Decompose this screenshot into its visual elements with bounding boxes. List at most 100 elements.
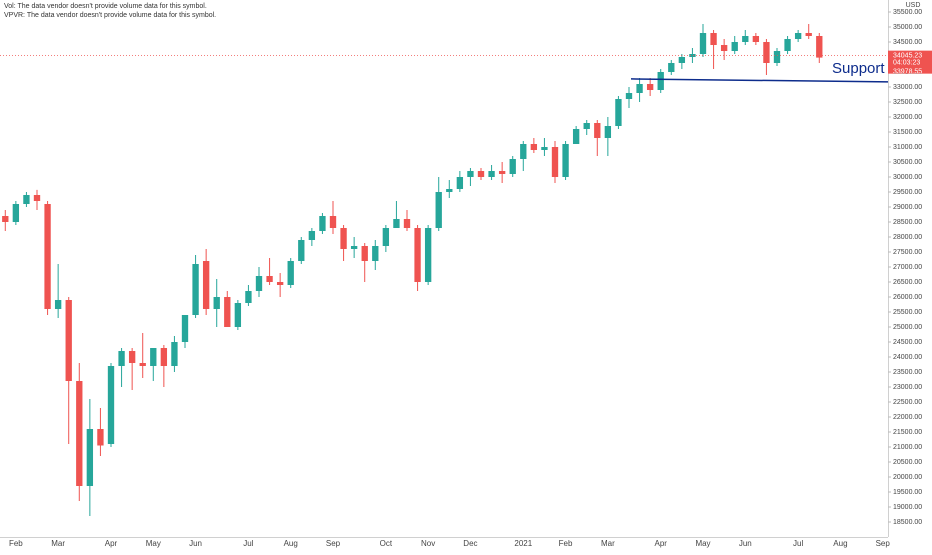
candle-body <box>107 366 115 444</box>
candle-body <box>33 195 41 201</box>
candle-body <box>805 33 812 36</box>
y-tick-label: 35500.00 <box>893 9 922 16</box>
candle-body <box>350 246 358 249</box>
y-tick-label: 21500.00 <box>893 429 922 436</box>
candle-body <box>97 429 104 446</box>
y-tick-label: 28500.00 <box>893 219 922 226</box>
x-tick-label: 2021 <box>514 539 532 548</box>
candle-body <box>572 129 580 144</box>
y-tick-label: 21000.00 <box>893 444 922 451</box>
candle-body <box>615 99 622 126</box>
candle-body <box>245 291 252 303</box>
vpvr-note: VPVR: The data vendor doesn't provide vo… <box>4 12 216 19</box>
price-tag <box>888 50 932 74</box>
candle-body <box>329 216 337 228</box>
x-tick-label: Apr <box>654 539 667 548</box>
candle-body <box>646 84 654 90</box>
y-tick-label: 18500.00 <box>893 519 922 526</box>
y-tick-label: 30500.00 <box>893 159 922 166</box>
y-tick-label: 27000.00 <box>893 264 922 271</box>
candle-body <box>181 315 189 342</box>
y-tick-label: 34500.00 <box>893 39 922 46</box>
candle-body <box>76 381 83 486</box>
y-tick-label: 26000.00 <box>893 294 922 301</box>
candle-body <box>139 363 146 366</box>
candle-body <box>234 303 242 327</box>
y-tick-label: 35000.00 <box>893 24 922 31</box>
candle-body <box>562 144 569 177</box>
y-tick-label: 19500.00 <box>893 489 922 496</box>
x-tick-label: Feb <box>9 539 23 548</box>
x-tick-label: Oct <box>380 539 393 548</box>
candle-body <box>202 261 210 309</box>
y-tick-label: 24000.00 <box>893 354 922 361</box>
support-line <box>630 78 889 83</box>
candle-body <box>54 300 62 309</box>
candle-body <box>625 93 633 99</box>
x-tick-label: Sep <box>876 539 891 548</box>
candle-body <box>118 351 125 366</box>
y-tick-label: 28000.00 <box>893 234 922 241</box>
candle-body <box>319 216 326 231</box>
y-tick-label: 31500.00 <box>893 129 922 136</box>
candle-body <box>477 171 485 177</box>
y-tick-label: 26500.00 <box>893 279 922 286</box>
y-tick-label: 20000.00 <box>893 474 922 481</box>
candle-body <box>361 246 368 261</box>
x-tick-label: Apr <box>105 539 118 548</box>
candle-body <box>488 171 495 177</box>
candle-body <box>446 189 453 192</box>
candle-body <box>393 219 400 228</box>
y-tick-label: 25000.00 <box>893 324 922 331</box>
candle-body <box>530 144 538 150</box>
candle-body <box>308 231 316 240</box>
candle-body <box>742 36 749 42</box>
y-tick-label: 32500.00 <box>893 99 922 106</box>
candle-body <box>414 228 421 282</box>
y-tick-label: 22500.00 <box>893 399 922 406</box>
x-tick-label: Aug <box>284 539 298 548</box>
candle-body <box>372 246 379 261</box>
y-tick-label: 20500.00 <box>893 459 922 466</box>
candle-body <box>678 57 686 63</box>
vol-note: Vol: The data vendor doesn't provide vol… <box>4 3 207 10</box>
candle-body <box>816 36 823 58</box>
x-tick-label: Mar <box>51 539 65 548</box>
last-price-label: 33978.55 <box>893 68 922 75</box>
x-tick-label: Aug <box>833 539 847 548</box>
x-tick-label: Mar <box>601 539 615 548</box>
price-line-label: 34045.23 <box>893 52 922 59</box>
candle-body <box>276 282 284 285</box>
x-tick-label: Jul <box>243 539 253 548</box>
candle-body <box>731 42 738 51</box>
candle-body <box>763 42 770 63</box>
candle-body <box>784 39 791 51</box>
candle-body <box>213 297 220 309</box>
y-tick-label: 24500.00 <box>893 339 922 346</box>
candle-body <box>266 276 273 282</box>
candle-body <box>509 159 516 174</box>
x-tick-label: Jul <box>793 539 803 548</box>
y-tick-label: 25500.00 <box>893 309 922 316</box>
support-label: Support <box>832 60 885 77</box>
candle-body <box>2 216 9 222</box>
x-tick-label: Jun <box>189 539 202 548</box>
candle-body <box>298 240 305 261</box>
candle-body <box>171 342 178 366</box>
candle-body <box>752 36 760 42</box>
candle-body <box>594 123 601 138</box>
y-tick-label: 23000.00 <box>893 384 922 391</box>
candle-body <box>382 228 390 246</box>
candle-body <box>150 348 157 366</box>
y-tick-label: 29500.00 <box>893 189 922 196</box>
candle-body <box>424 228 432 282</box>
candle-body <box>160 348 168 366</box>
candle-body <box>541 147 548 150</box>
x-tick-label: May <box>695 539 710 548</box>
y-tick-label: 31000.00 <box>893 144 922 151</box>
x-tick-label: May <box>146 539 161 548</box>
candle-body <box>668 63 675 72</box>
candle-body <box>636 84 643 93</box>
